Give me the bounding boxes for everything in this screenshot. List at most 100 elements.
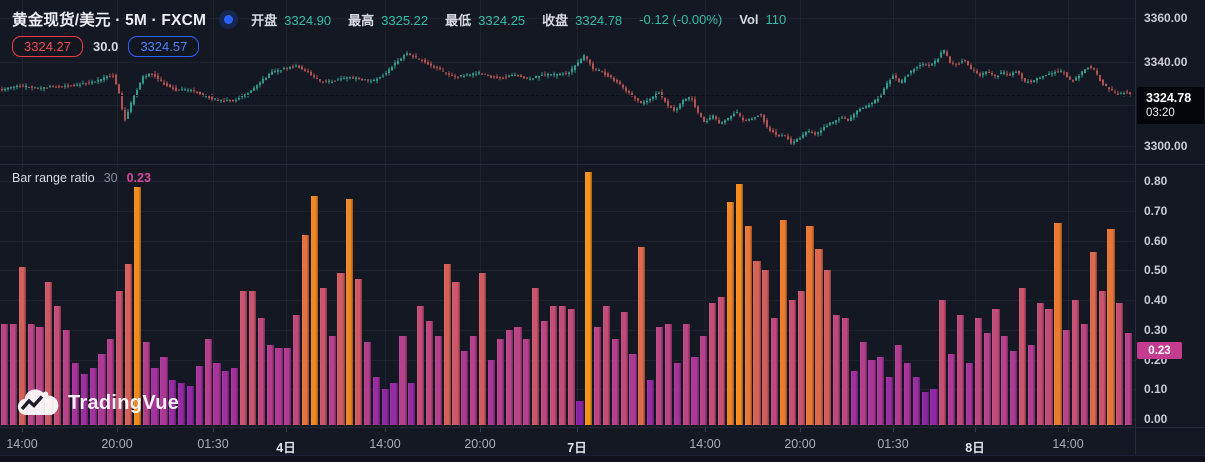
candle-body [724, 120, 726, 123]
candle-body [589, 59, 591, 64]
candle-body [727, 118, 729, 121]
candle-body [622, 84, 624, 88]
histogram-bar [638, 246, 646, 425]
candle-body [283, 67, 285, 69]
time-axis-label: 7日 [567, 441, 587, 455]
candle-body [862, 108, 864, 109]
candle-body [439, 67, 441, 70]
candle-body [922, 64, 924, 66]
time-axis-tick [22, 428, 23, 432]
candle-body [151, 73, 153, 75]
candle-body [394, 62, 396, 66]
tradingvue-cloud-logo-icon [17, 389, 59, 415]
histogram-bar [417, 306, 425, 425]
candle-body [352, 77, 354, 79]
histogram-bar [178, 383, 186, 425]
candle-body [919, 65, 921, 66]
candle-body [1021, 73, 1023, 79]
candle-body [1087, 67, 1089, 70]
candle-body [91, 81, 93, 84]
low-label: 最低 [445, 12, 472, 28]
candle-body [769, 127, 771, 131]
histogram-bar [275, 347, 283, 425]
candle-body [553, 74, 555, 76]
candle-body [178, 89, 180, 91]
candle-body [472, 73, 474, 75]
time-axis-label: 20:00 [464, 437, 496, 451]
candle-body [1039, 77, 1041, 79]
gridline-vertical [577, 0, 578, 427]
candle-body [37, 87, 39, 89]
histogram-bar [390, 383, 398, 425]
candle-body [121, 93, 123, 110]
gridline-horizontal [0, 240, 1135, 242]
candle-body [643, 101, 645, 104]
candle-body [751, 118, 753, 120]
candle-body [1099, 75, 1101, 82]
candle-body [556, 73, 558, 76]
candle-body [934, 60, 936, 64]
candle-body [421, 59, 423, 61]
candle-body [850, 117, 852, 121]
candle-body [631, 92, 633, 96]
candle-body [289, 67, 291, 69]
candle-body [1108, 87, 1110, 90]
histogram-bar [983, 332, 991, 425]
candle-body [997, 75, 999, 78]
candle-body [1078, 75, 1080, 79]
histogram-bar [735, 184, 743, 425]
candle-body [58, 86, 60, 88]
pane-separator[interactable] [0, 164, 1205, 165]
candle-body [874, 100, 876, 104]
candle-body [982, 73, 984, 75]
candle-body [841, 117, 843, 119]
price-axis-tick-label: 3300.00 [1144, 139, 1188, 153]
histogram-bar [647, 380, 655, 425]
histogram-bar [877, 356, 885, 425]
histogram-bar [487, 359, 496, 425]
time-axis-tick [800, 428, 801, 432]
histogram-bar [434, 335, 442, 425]
candle-body [61, 86, 63, 88]
symbol-title[interactable]: 黄金现货/美元 · 5M · FXCM [12, 12, 207, 29]
candle-body [40, 87, 42, 89]
candle-body [388, 69, 390, 73]
candle-body [391, 67, 393, 70]
price-pane-candlestick-chart[interactable] [0, 0, 1135, 164]
candle-body [142, 76, 144, 84]
indicator-histogram-pane[interactable] [1, 169, 1134, 425]
time-axis[interactable]: 14:00 20:00 01:30 4日 14:00 20:00 7日 14:00 20:00 0… [0, 427, 1205, 456]
candle-body [208, 96, 210, 98]
histogram-bar [80, 374, 88, 425]
candle-body [637, 98, 639, 101]
last-price-dashed-line[interactable] [0, 95, 1135, 96]
candle-body [139, 82, 141, 90]
histogram-bar [222, 371, 230, 425]
histogram-bar [1089, 252, 1097, 425]
right-price-axis[interactable]: 3360.00 3340.00 3300.00 0.80 0.70 0.60 0.50 0.… [1135, 0, 1205, 455]
candle-body [928, 64, 930, 66]
histogram-bar [452, 282, 460, 425]
candle-body [853, 114, 855, 118]
candle-body [1111, 89, 1113, 91]
candle-body [157, 75, 159, 79]
candle-body [571, 68, 573, 73]
candle-body [892, 75, 894, 79]
histogram-bar [408, 383, 416, 425]
indicator-name[interactable]: Bar range ratio [12, 171, 95, 185]
candle-body [1048, 73, 1050, 75]
candle-body [88, 82, 90, 84]
candle-body [766, 120, 768, 128]
candle-body [1075, 77, 1077, 81]
candle-body [781, 135, 783, 137]
gridline-vertical [286, 0, 287, 427]
histogram-bar [337, 273, 345, 425]
histogram-bar [1107, 228, 1115, 425]
candle-body [34, 87, 36, 89]
connection-status-icon[interactable] [219, 9, 239, 29]
candle-body [883, 88, 885, 95]
candle-body [217, 100, 219, 101]
candle-body [931, 63, 933, 66]
indicator-value-badge: 0.23 [1137, 342, 1182, 360]
candle-body [241, 96, 243, 97]
